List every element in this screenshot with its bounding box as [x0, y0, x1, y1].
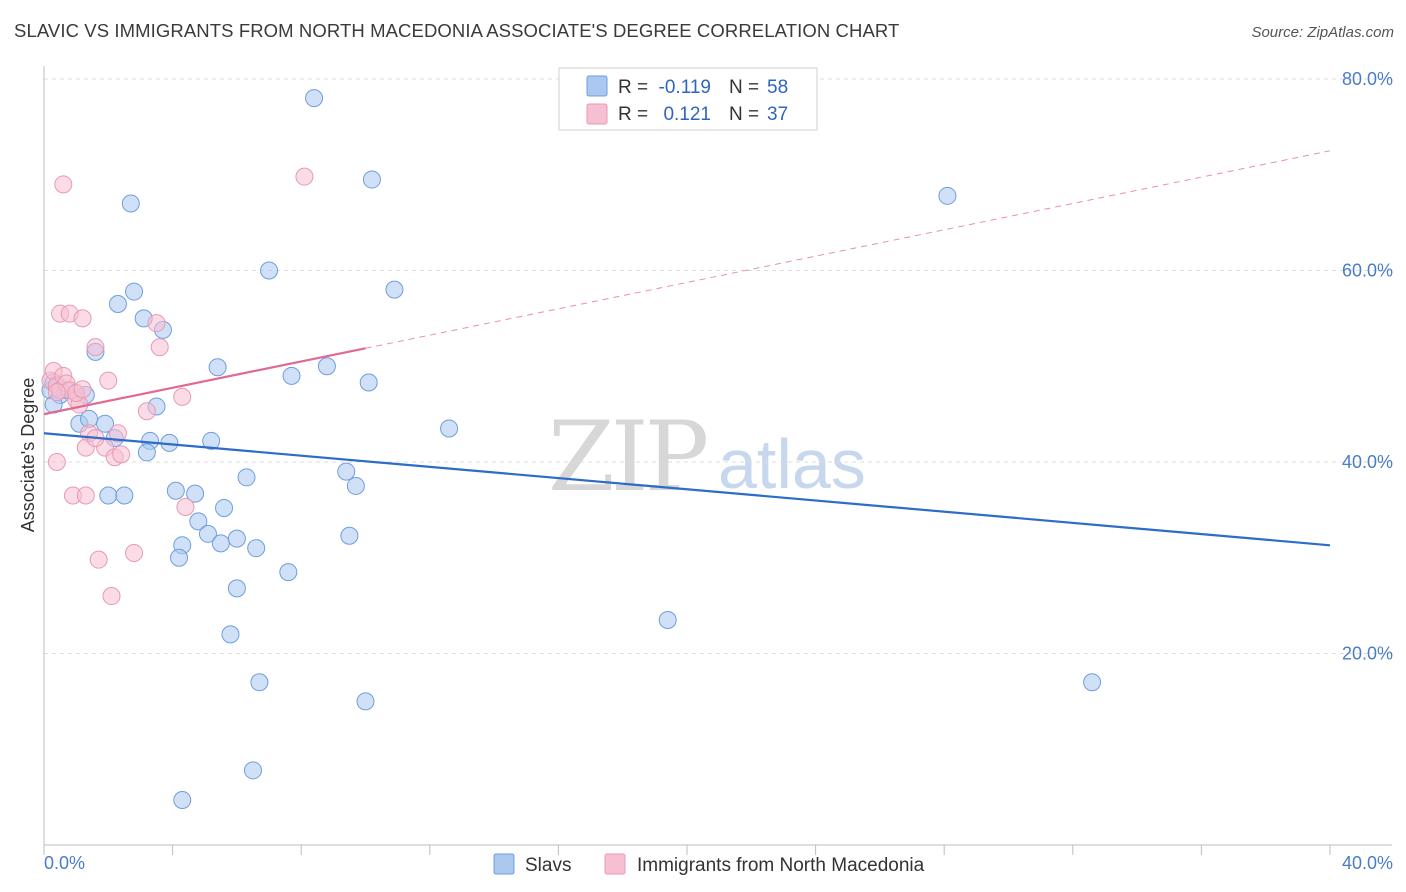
slavs-point-42 — [279, 563, 298, 582]
slavs-point-26 — [189, 512, 208, 531]
series-legend: Slavs Immigrants from North Macedonia — [493, 853, 925, 876]
y-tick-label-80: 80.0% — [1342, 69, 1393, 89]
slavs-point-20 — [137, 443, 156, 462]
slavs-point-40 — [173, 790, 192, 809]
legend-n-value-2: 37 — [767, 104, 788, 125]
macedonia-point-36 — [47, 383, 66, 402]
macedonia-point-21 — [47, 453, 66, 471]
x-ticks — [43, 845, 1331, 855]
x-tick-labels: 0.0% 40.0% — [44, 853, 1393, 873]
chart-source: Source: ZipAtlas.com — [1251, 24, 1394, 41]
slavs-point-32 — [170, 548, 189, 567]
legend-n-label-1: N = — [729, 77, 759, 98]
x-tick-label-40: 40.0% — [1342, 853, 1393, 873]
slavs-point-12 — [108, 295, 127, 314]
slavs-point-56 — [1083, 673, 1102, 692]
watermark-zip: ZIP — [548, 401, 707, 513]
slavs-point-43 — [282, 366, 301, 385]
slavs-point-45 — [317, 357, 336, 376]
slavs-point-33 — [227, 529, 246, 548]
macedonia-point-34 — [73, 380, 92, 399]
legend-r-label-2: R = — [618, 104, 648, 125]
legend-r-value-1: -0.119 — [659, 77, 711, 98]
legend-r-label-1: R = — [618, 77, 648, 98]
bottom-legend-macedonia: Immigrants from North Macedonia — [637, 855, 925, 876]
legend-n-label-2: N = — [729, 104, 759, 125]
slavs-point-49 — [359, 373, 378, 392]
trend-lines — [43, 150, 1331, 547]
slavs-point-38 — [250, 673, 269, 692]
slavs-point-22 — [115, 486, 134, 505]
slavs-point-51 — [356, 692, 375, 711]
correlation-legend: R = -0.119 N = 58 R = 0.121 N = 37 — [558, 67, 818, 131]
slavs-point-50 — [362, 170, 381, 189]
y-tick-labels: 20.0% 40.0% 60.0% 80.0% — [1342, 69, 1393, 664]
x-tick-label-0: 0.0% — [44, 853, 85, 873]
slavs-point-23 — [166, 481, 185, 500]
slavs-point-29 — [202, 431, 221, 450]
slavs-point-44 — [305, 89, 324, 108]
slavs-point-21 — [99, 486, 118, 505]
slavs-point-13 — [125, 282, 144, 301]
macedonia-point-29 — [125, 543, 144, 562]
slavs-trend-line — [43, 432, 1331, 547]
macedonia-point-20 — [112, 445, 131, 464]
slavs-point-46 — [337, 462, 356, 481]
macedonia-point-11 — [73, 309, 92, 328]
data-points — [41, 89, 1102, 809]
slavs-point-34 — [237, 468, 256, 487]
slavs-point-39 — [243, 761, 262, 780]
macedonia-point-12 — [54, 175, 73, 194]
slavs-point-54 — [658, 610, 677, 629]
slavs-point-37 — [221, 625, 240, 644]
slavs-point-14 — [121, 194, 140, 213]
macedonia-point-25 — [147, 314, 166, 333]
axes — [43, 66, 1392, 846]
slavs-point-52 — [385, 280, 404, 299]
macedonia-point-27 — [173, 387, 192, 406]
slavs-point-27 — [198, 524, 217, 543]
macedonia-point-26 — [150, 338, 169, 357]
watermark-atlas: atlas — [718, 425, 866, 503]
macedonia-point-32 — [295, 167, 314, 186]
y-axis-label: Associate's Degree — [18, 378, 38, 533]
slavs-point-47 — [346, 476, 365, 495]
macedonia-point-35 — [108, 424, 127, 443]
slavs-point-31 — [215, 498, 234, 517]
bottom-legend-slavs: Slavs — [525, 855, 571, 876]
chart-title: SLAVIC VS IMMIGRANTS FROM NORTH MACEDONI… — [14, 20, 900, 41]
legend-swatch-macedonia — [586, 103, 608, 125]
slavs-point-30 — [208, 358, 227, 377]
legend-swatch-slavs — [586, 75, 608, 97]
macedonia-point-23 — [76, 486, 95, 505]
macedonia-point-31 — [102, 587, 121, 606]
macedonia-point-14 — [99, 371, 118, 390]
macedonia-point-28 — [176, 498, 195, 517]
slavs-point-24 — [186, 484, 205, 503]
bottom-legend-swatch-slavs — [493, 853, 515, 875]
y-tick-label-60: 60.0% — [1342, 261, 1393, 281]
macedonia-trend-extension — [365, 150, 1331, 349]
macedonia-point-24 — [137, 402, 156, 421]
slavs-point-41 — [260, 261, 279, 280]
legend-n-value-1: 58 — [767, 77, 788, 98]
macedonia-point-13 — [86, 338, 105, 357]
slavs-point-35 — [247, 539, 266, 558]
slavs-point-9 — [96, 414, 115, 433]
grid — [44, 78, 1392, 654]
macedonia-point-30 — [89, 550, 108, 569]
slavs-point-55 — [938, 186, 957, 205]
y-tick-label-40: 40.0% — [1342, 452, 1393, 472]
y-tick-label-20: 20.0% — [1342, 644, 1393, 664]
slavs-point-28 — [211, 534, 230, 553]
slavs-point-48 — [340, 526, 359, 545]
slavs-point-53 — [440, 419, 459, 438]
slavs-point-36 — [227, 579, 246, 598]
macedonia-trend-line — [43, 347, 366, 416]
legend-r-value-2: 0.121 — [663, 104, 711, 125]
bottom-legend-swatch-macedonia — [604, 853, 626, 875]
